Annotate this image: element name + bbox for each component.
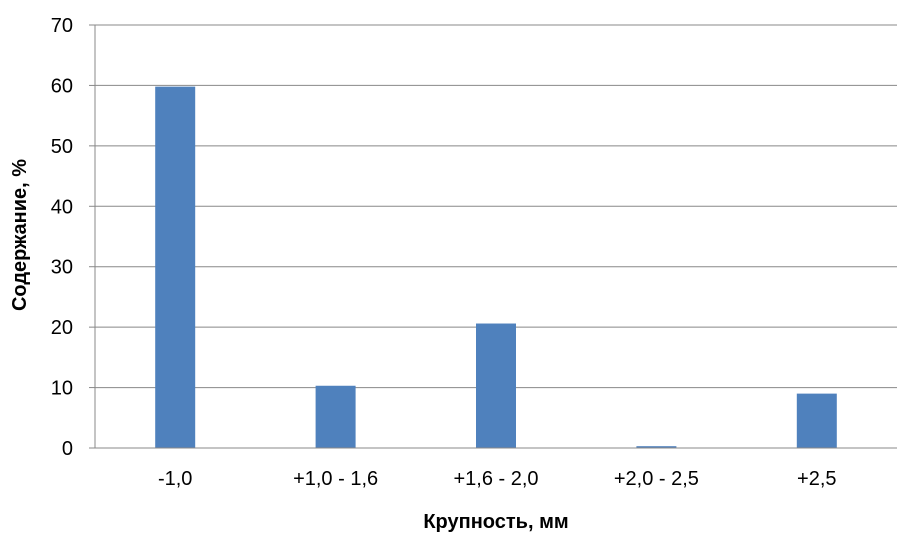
bar [315, 385, 356, 448]
y-tick-label: 40 [51, 196, 73, 218]
y-tick-label: 70 [51, 15, 73, 37]
y-tick-label: 10 [51, 378, 73, 400]
axes [89, 24, 897, 449]
x-tick-label: +1,6 - 2,0 [453, 468, 538, 490]
x-tick-label: +2,5 [797, 468, 836, 490]
y-tick-label: 0 [62, 438, 73, 460]
y-tick-label: 60 [51, 75, 73, 97]
bar [796, 393, 837, 448]
bar [636, 446, 677, 448]
bar [476, 323, 516, 448]
x-tick-labels: -1,0 +1,0 - 1,6 +1,6 - 2,0 +2,0 - 2,5 +2,5 [158, 468, 837, 490]
y-tick-label: 50 [51, 136, 73, 158]
x-axis-title: Крупность, мм [423, 511, 568, 533]
x-tick-label: +2,0 - 2,5 [614, 468, 699, 490]
x-tick-label: -1,0 [158, 468, 192, 490]
bars [155, 86, 837, 448]
y-axis-title: Содержание, % [9, 159, 31, 311]
x-tick-label: +1,0 - 1,6 [293, 468, 378, 490]
gridlines [95, 24, 897, 389]
y-tick-labels: 0 10 20 30 40 50 60 70 [51, 15, 73, 460]
bar [155, 86, 196, 448]
y-tick-label: 20 [51, 317, 73, 339]
y-tick-label: 30 [51, 257, 73, 279]
